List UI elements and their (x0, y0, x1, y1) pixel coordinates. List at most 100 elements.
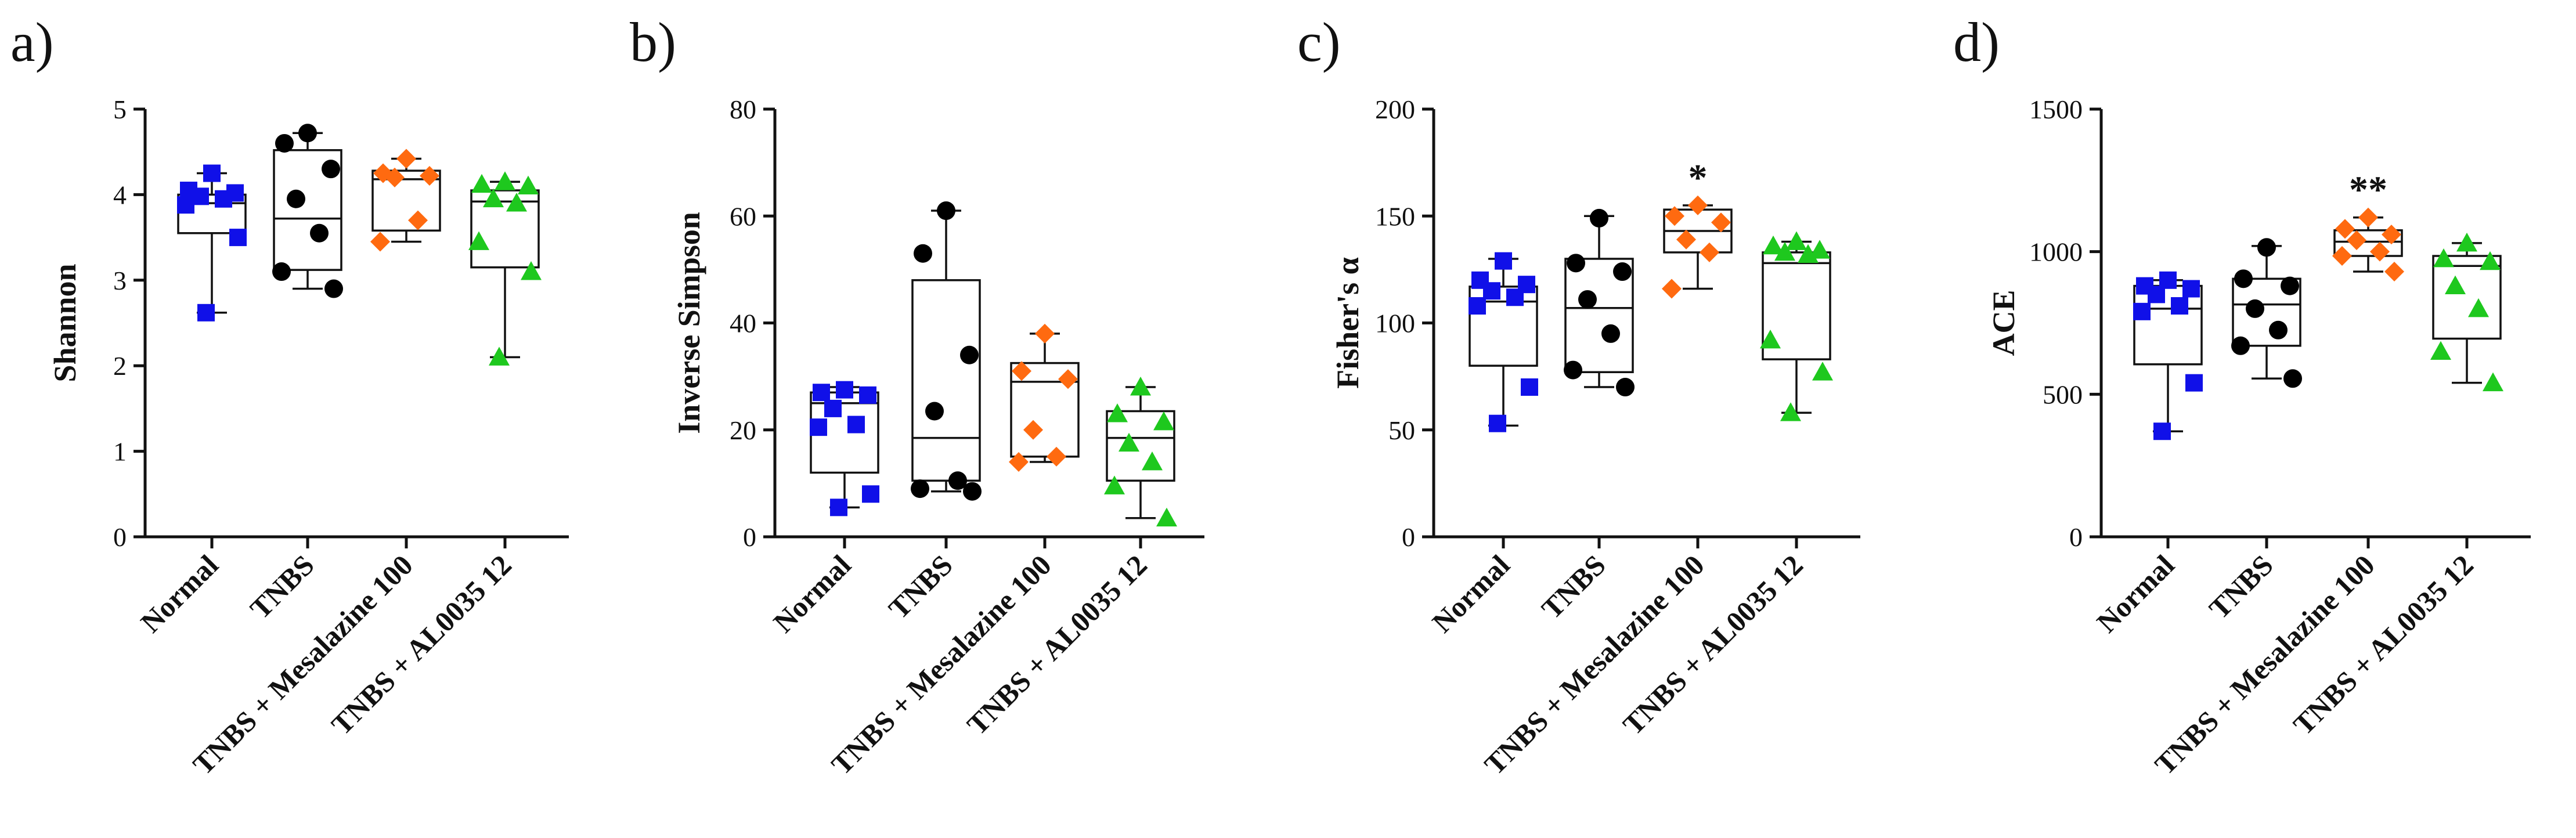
data-point (1130, 377, 1151, 396)
box-group-4: TNBS + AL0035 12 (325, 171, 542, 741)
data-point (847, 416, 865, 434)
data-point (1469, 297, 1486, 315)
data-point (495, 171, 515, 190)
data-point (948, 471, 967, 490)
data-point (862, 485, 879, 503)
significance-label: ** (2349, 169, 2387, 211)
panel-letter: d) (1953, 11, 2000, 73)
data-point (324, 279, 343, 298)
data-point (2456, 232, 2477, 252)
x-category-label: TNBS (244, 548, 320, 625)
data-point (2483, 372, 2503, 392)
data-point (1023, 420, 1043, 440)
data-point (408, 210, 428, 230)
data-point (2283, 369, 2302, 388)
data-point (1156, 507, 1177, 527)
data-point (420, 165, 439, 186)
data-point (1567, 254, 1585, 273)
box-iqr (1762, 251, 1831, 360)
chart-panel-3: c) 0 50 100 150 200 Fisher's α Normal TNBS * TNBS … (1297, 11, 1860, 781)
box-iqr (2133, 284, 2203, 366)
box-group-2: TNBS (2203, 238, 2302, 625)
data-point (1058, 369, 1078, 389)
box-iqr (1010, 362, 1080, 458)
y-tick-label: 0 (1402, 522, 1415, 552)
data-point (963, 482, 982, 501)
data-point (483, 188, 504, 208)
box-group-3: *TNBS + Mesalazine 100 (1478, 157, 1733, 781)
box-group-1: Normal (134, 164, 247, 639)
y-tick-label: 20 (730, 416, 756, 445)
data-point (2468, 298, 2489, 317)
y-axis-title: Inverse Simpson (672, 212, 706, 434)
box-group-2: TNBS (244, 124, 343, 625)
data-point (2148, 286, 2165, 304)
data-point (911, 479, 929, 499)
data-point (1119, 432, 1139, 452)
box-group-4: TNBS + AL0035 12 (961, 377, 1177, 741)
y-axis-title: Shannon (48, 263, 82, 382)
panel-letter: b) (630, 11, 676, 73)
y-tick-label: 1500 (2029, 95, 2083, 124)
box-iqr (470, 189, 540, 269)
significance-label: * (1689, 157, 1708, 199)
box-iqr (1564, 258, 1634, 374)
data-point (2281, 276, 2299, 295)
data-point (2231, 336, 2250, 355)
data-point (489, 346, 510, 366)
data-point (287, 189, 305, 208)
data-point (322, 160, 340, 179)
data-point (2153, 422, 2171, 440)
box-group-4: TNBS + AL0035 12 (1617, 231, 1833, 741)
data-point (275, 133, 294, 153)
x-category-label: Normal (1426, 548, 1516, 639)
data-point (396, 149, 416, 169)
y-tick-label: 60 (730, 201, 756, 231)
data-point (370, 232, 390, 252)
y-tick-label: 200 (1375, 95, 1415, 124)
data-point (229, 229, 247, 247)
y-tick-label: 1000 (2029, 237, 2083, 267)
panel-letter: a) (10, 11, 54, 73)
y-axis-title: Fisher's α (1330, 257, 1365, 389)
data-point (1688, 195, 1708, 215)
x-category-label: Normal (134, 548, 225, 639)
data-point (1774, 241, 1795, 261)
y-tick-label: 40 (730, 309, 756, 338)
data-point (1601, 324, 1620, 343)
data-point (468, 231, 489, 250)
data-point (1763, 235, 1784, 255)
data-point (1578, 290, 1597, 309)
data-point (2370, 241, 2390, 262)
box-iqr (177, 193, 247, 234)
data-point (1483, 282, 1500, 300)
data-point (925, 402, 944, 421)
y-tick-label: 80 (730, 95, 756, 124)
data-point (1153, 411, 1174, 431)
box-iqr (2333, 229, 2403, 257)
data-point (1035, 323, 1055, 344)
data-point (2430, 341, 2451, 360)
data-point (298, 124, 317, 143)
data-point (1809, 240, 1830, 259)
y-tick-label: 3 (113, 266, 127, 295)
data-point (2433, 248, 2454, 268)
data-point (2332, 246, 2352, 266)
data-point (272, 262, 291, 281)
y-tick-label: 0 (113, 522, 127, 552)
x-category-label: TNBS (1535, 548, 1612, 625)
y-tick-label: 4 (113, 180, 127, 210)
data-point (1564, 360, 1582, 380)
data-point (810, 418, 827, 436)
data-point (1665, 206, 1684, 226)
data-point (1506, 288, 1524, 306)
panel-letter: c) (1297, 11, 1341, 73)
x-category-label: TNBS + AL0035 12 (325, 548, 518, 741)
data-point (203, 164, 221, 182)
data-point (2133, 302, 2151, 320)
data-point (1613, 262, 1632, 281)
x-category-label: Normal (767, 548, 857, 639)
data-point (2171, 297, 2188, 315)
x-category-label: TNBS + AL0035 12 (1617, 548, 1809, 741)
